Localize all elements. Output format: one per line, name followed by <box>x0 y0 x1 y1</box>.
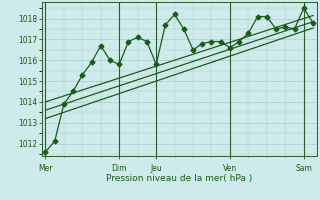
X-axis label: Pression niveau de la mer( hPa ): Pression niveau de la mer( hPa ) <box>106 174 252 183</box>
